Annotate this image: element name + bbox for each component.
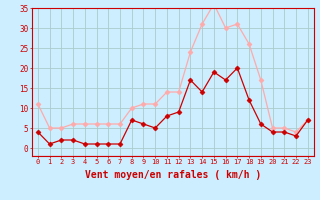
X-axis label: Vent moyen/en rafales ( km/h ): Vent moyen/en rafales ( km/h ) <box>85 170 261 180</box>
